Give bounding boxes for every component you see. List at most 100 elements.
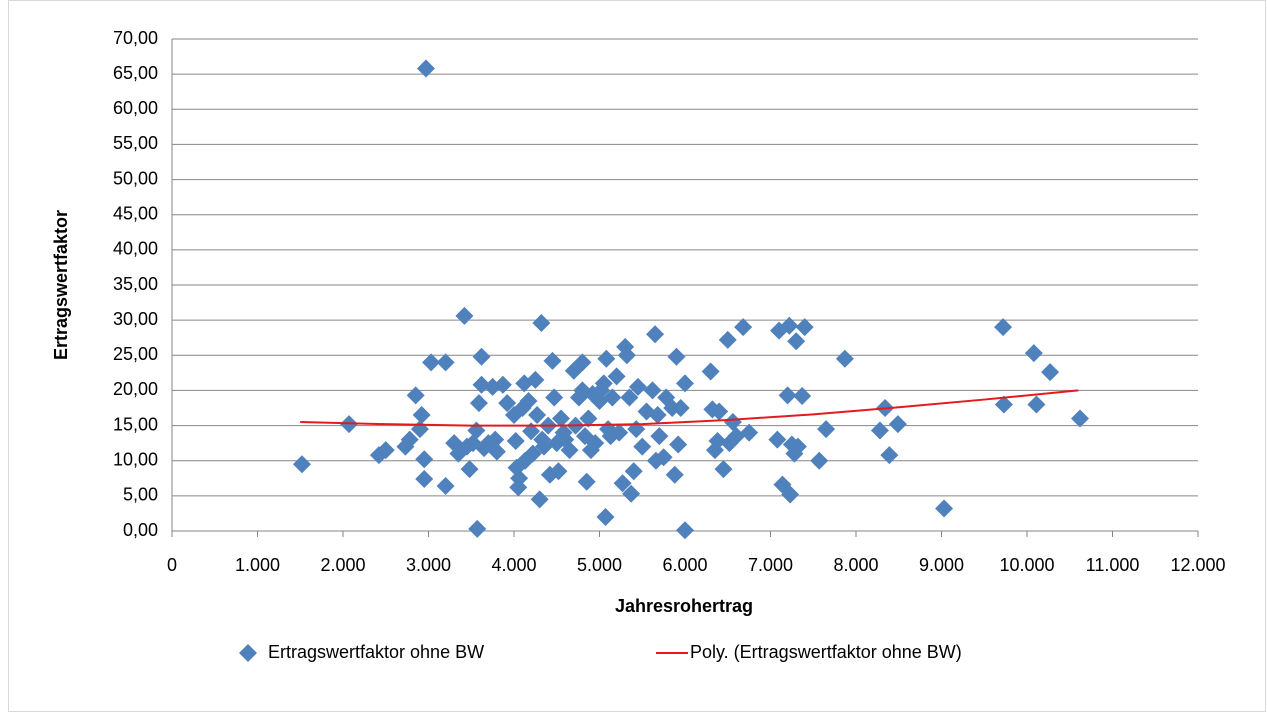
- scatter-point: [506, 432, 525, 451]
- scatter-point: [665, 465, 684, 484]
- scatter-point: [718, 330, 737, 349]
- y-tick-label: 35,00: [113, 274, 158, 294]
- y-tick-label: 10,00: [113, 449, 158, 469]
- scatter-point: [935, 499, 954, 518]
- scatter-point: [624, 462, 643, 481]
- scatter-point: [522, 422, 541, 441]
- x-axis-title: Jahresrohertrag: [615, 596, 753, 616]
- scatter-point: [676, 374, 694, 393]
- scatter-point: [526, 370, 545, 389]
- scatter-point: [406, 386, 425, 405]
- legend-label: Ertragswertfaktor ohne BW: [268, 642, 484, 662]
- scatter-point: [1027, 395, 1046, 414]
- y-tick-label: 55,00: [113, 133, 158, 153]
- scatter-point: [422, 353, 441, 372]
- scatter-point: [1024, 344, 1043, 363]
- scatter-point: [622, 484, 641, 503]
- y-axis-title: Ertragswertfaktor: [51, 210, 71, 360]
- scatter-point: [676, 521, 694, 540]
- scatter-point: [486, 430, 505, 449]
- scatter-point: [628, 377, 647, 396]
- scatter-point: [650, 427, 669, 446]
- y-tick-label: 0,00: [123, 520, 158, 540]
- scatter-point: [710, 402, 729, 421]
- scatter-point: [646, 325, 665, 344]
- scatter-point: [545, 388, 564, 407]
- scatter-point: [577, 472, 596, 491]
- y-tick-label: 15,00: [113, 414, 158, 434]
- scatter-point: [654, 448, 673, 467]
- x-tick-label: 1.000: [235, 555, 280, 575]
- scatter-point: [416, 59, 435, 78]
- scatter-point: [498, 394, 517, 413]
- scatter-point: [528, 406, 547, 425]
- y-tick-label: 70,00: [113, 28, 158, 48]
- scatter-point: [412, 406, 431, 425]
- scatter-point: [292, 455, 311, 474]
- y-tick-label: 5,00: [123, 485, 158, 505]
- scatter-point: [727, 427, 746, 446]
- scatter-point: [400, 430, 419, 449]
- scatter-point: [778, 386, 797, 405]
- y-tick-label: 45,00: [113, 203, 158, 223]
- scatter-point: [870, 421, 889, 440]
- scatter-point: [597, 349, 616, 368]
- scatter-point: [560, 441, 579, 460]
- scatter-point: [817, 420, 836, 439]
- scatter-point: [740, 423, 759, 442]
- scatter-point: [617, 346, 636, 365]
- scatter-point: [594, 374, 613, 393]
- scatter-point: [633, 437, 652, 456]
- x-tick-label: 0: [167, 555, 177, 575]
- y-tick-label: 25,00: [113, 344, 158, 364]
- scatter-point: [793, 387, 812, 406]
- x-tick-label: 8.000: [833, 555, 878, 575]
- x-tick-label: 10.000: [999, 555, 1054, 575]
- legend-label: Poly. (Ertragswertfaktor ohne BW): [690, 642, 962, 662]
- scatter-point: [613, 474, 632, 493]
- scatter-point: [648, 406, 667, 425]
- scatter-point: [376, 441, 395, 460]
- scatter-point: [787, 332, 806, 351]
- scatter-point: [1071, 409, 1090, 428]
- scatter-point: [552, 409, 571, 428]
- scatter-point: [780, 316, 799, 335]
- scatter-point: [768, 430, 787, 449]
- scatter-point: [543, 351, 562, 370]
- scatter-point: [788, 437, 807, 456]
- scatter-point: [994, 395, 1013, 414]
- scatter-point: [549, 462, 568, 481]
- scatter-point: [734, 318, 753, 337]
- scatter-point: [880, 446, 899, 465]
- y-tick-label: 50,00: [113, 168, 158, 188]
- scatter-point: [415, 450, 434, 469]
- y-tick-label: 20,00: [113, 379, 158, 399]
- legend-marker: [239, 644, 257, 662]
- x-tick-label: 5.000: [577, 555, 622, 575]
- scatter-point: [523, 444, 542, 463]
- scatter-point: [610, 423, 629, 442]
- x-tick-label: 7.000: [748, 555, 793, 575]
- scatter-point: [493, 375, 512, 394]
- scatter-point: [701, 362, 720, 381]
- scatter-point: [781, 485, 800, 504]
- scatter-point: [607, 367, 626, 386]
- y-tick-label: 60,00: [113, 98, 158, 118]
- x-tick-label: 11.000: [1086, 555, 1140, 575]
- scatter-point: [573, 353, 592, 372]
- scatter-point: [415, 469, 434, 488]
- scatter-point: [468, 519, 487, 538]
- x-tick-label: 6.000: [662, 555, 707, 575]
- x-tick-label: 12.000: [1170, 555, 1225, 575]
- scatter-point: [532, 313, 551, 332]
- scatter-point: [460, 460, 479, 479]
- scatter-point: [579, 409, 598, 428]
- scatter-point: [708, 432, 727, 451]
- scatter-point: [472, 375, 491, 394]
- scatter-point: [487, 442, 506, 461]
- scatter-point: [519, 391, 538, 410]
- y-tick-label: 65,00: [113, 63, 158, 83]
- scatter-point: [671, 399, 690, 417]
- scatter-point: [643, 381, 662, 400]
- trend-line: [300, 389, 1079, 427]
